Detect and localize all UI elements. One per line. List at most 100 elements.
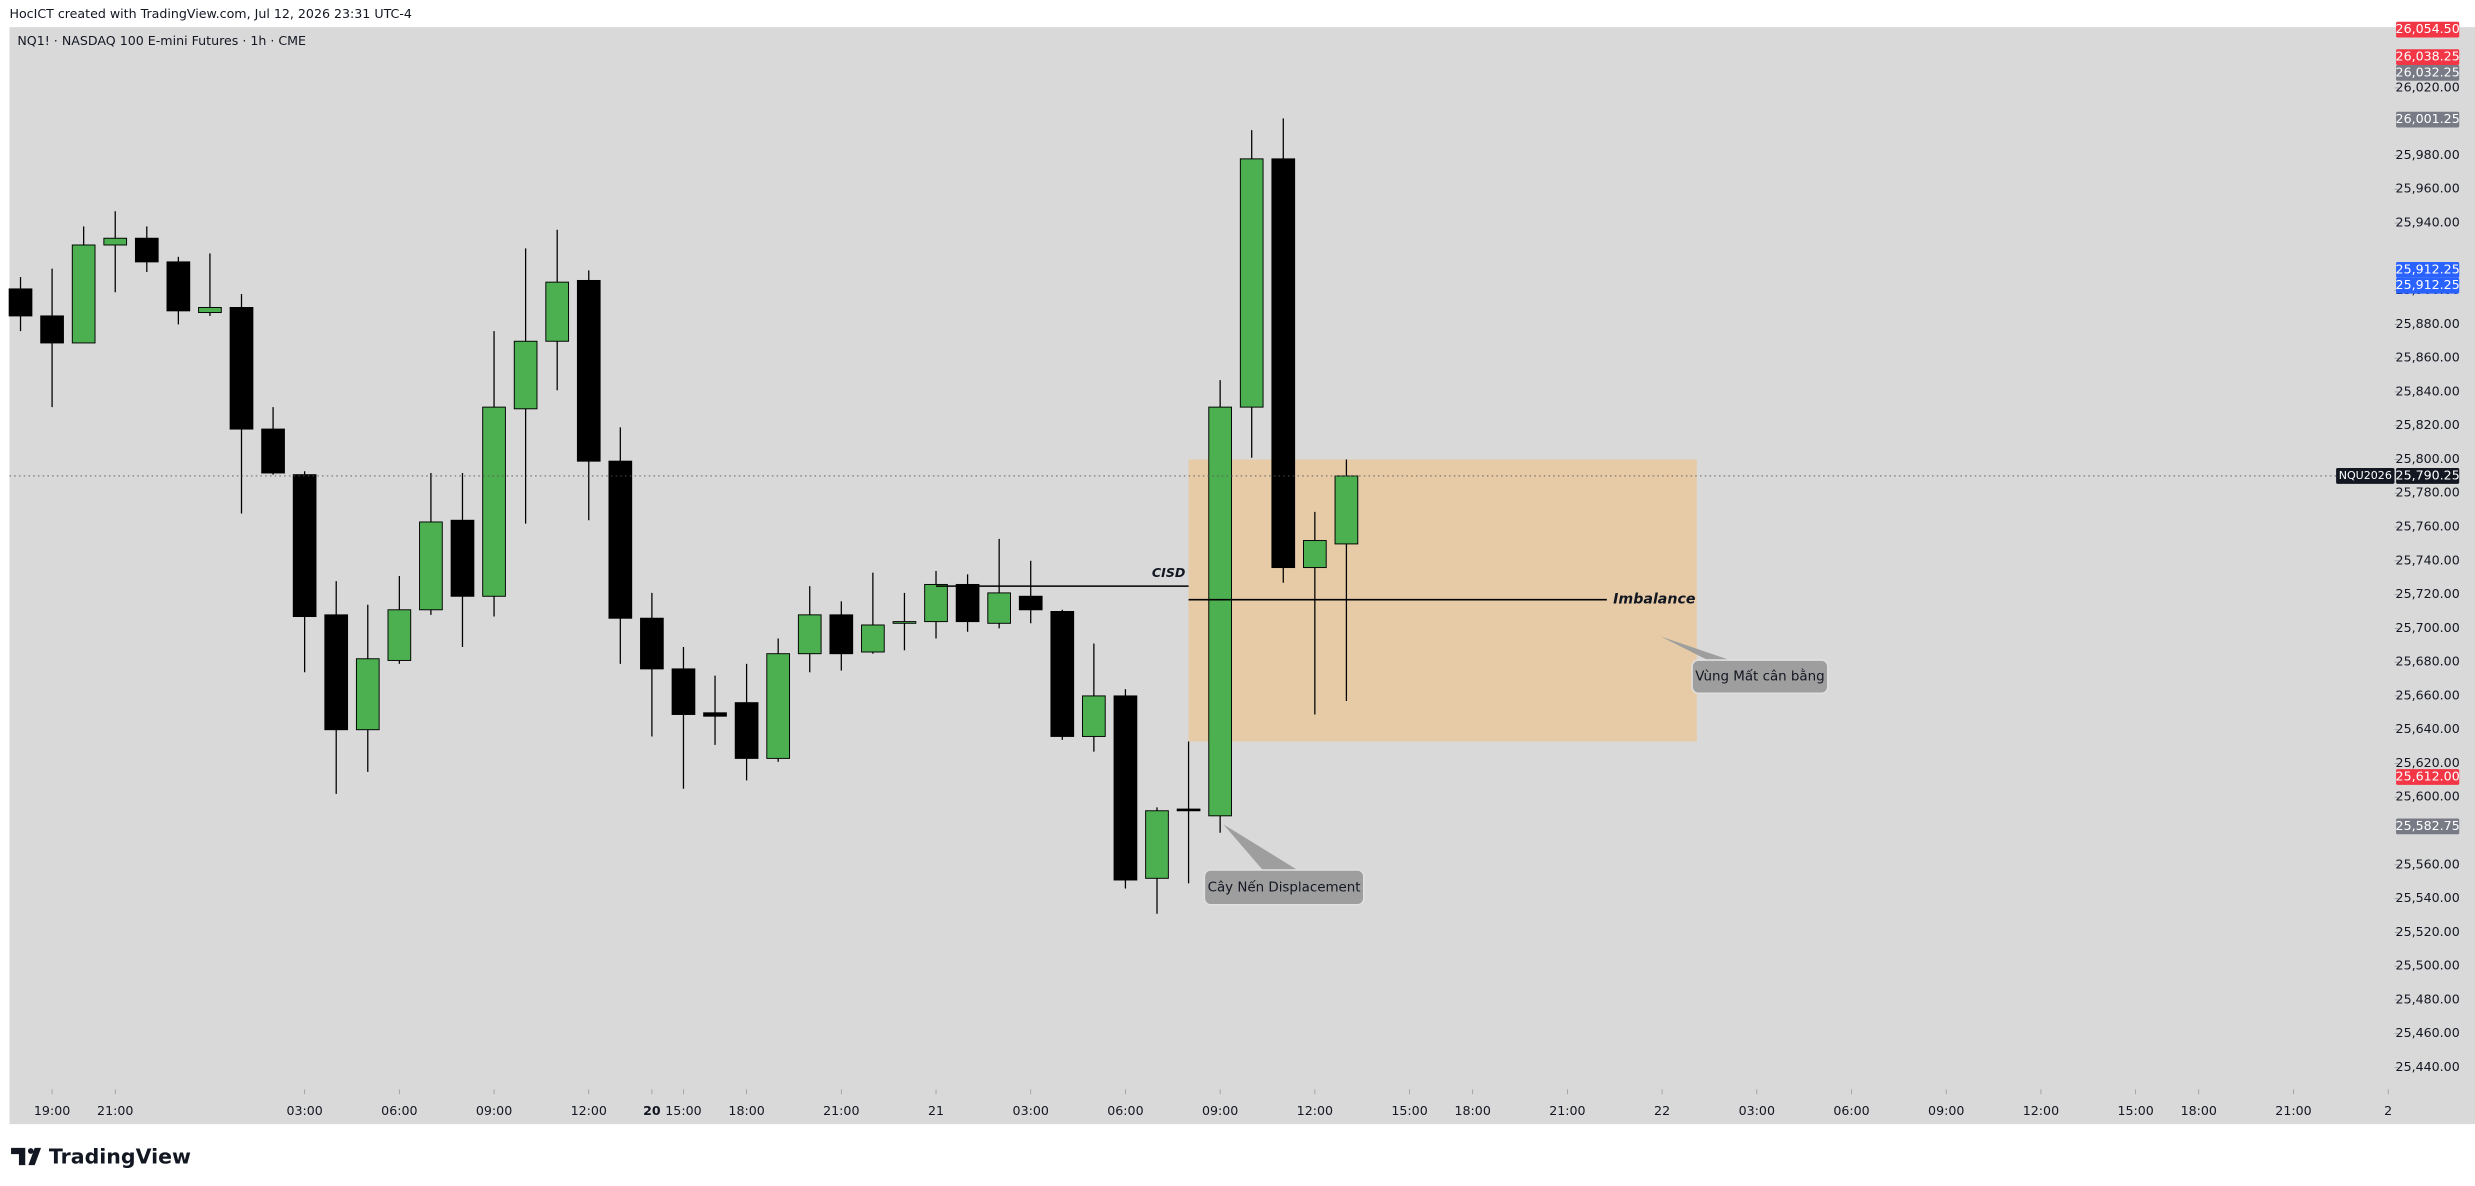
price-label: 26,032.25	[2396, 64, 2460, 79]
candle-body	[608, 460, 633, 619]
candle-body	[40, 315, 64, 344]
y-tick-label: 25,660.00	[2396, 687, 2460, 702]
callout-pointer	[1223, 824, 1298, 871]
y-tick-label: 25,980.00	[2396, 147, 2460, 162]
y-tick-label: 25,440.00	[2396, 1059, 2460, 1074]
price-label: 25,582.75	[2396, 818, 2460, 833]
candle-body	[703, 712, 727, 717]
candle-body	[892, 621, 917, 624]
x-tick-label: 09:00	[1202, 1103, 1238, 1118]
candle-body	[324, 614, 349, 731]
candle-body	[513, 340, 538, 410]
candle-body	[829, 614, 854, 655]
x-tick-label: 03:00	[286, 1103, 322, 1118]
x-tick-label: 15:00	[665, 1103, 701, 1118]
callout-text: Cây Nến Displacement	[1208, 878, 1361, 895]
callout-box	[1691, 659, 1829, 695]
candle-body	[8, 288, 33, 317]
y-tick-label: 25,960.00	[2396, 181, 2460, 196]
x-tick-label: 09:00	[1928, 1103, 1964, 1118]
y-tick-label: 25,780.00	[2396, 485, 2460, 500]
candle-body	[987, 592, 1011, 624]
candle-body	[1145, 810, 1169, 879]
x-tick-label: 20	[643, 1103, 661, 1118]
y-tick-label: 25,860.00	[2396, 350, 2460, 365]
candle-body	[292, 474, 317, 618]
logo-dot	[27, 1148, 34, 1154]
y-tick-label: 25,760.00	[2396, 519, 2460, 534]
price-label-bg	[2396, 262, 2460, 278]
x-tick-label: 19:00	[34, 1103, 70, 1118]
candle-body	[482, 406, 506, 597]
candle-body	[1082, 695, 1106, 737]
y-tick-label: 25,800.00	[2396, 451, 2460, 466]
price-label-bg	[2396, 111, 2460, 128]
y-tick-label: 25,640.00	[2396, 721, 2460, 736]
candle-body	[1176, 808, 1201, 812]
logo-mark	[11, 1147, 42, 1166]
candle-body	[355, 658, 380, 731]
y-tick-label: 25,540.00	[2396, 890, 2460, 905]
callout-text: Vùng Mất cân bằng	[1695, 668, 1824, 685]
candle-body	[103, 237, 128, 246]
y-tick-label: 25,720.00	[2396, 586, 2460, 601]
price-label: 25,912.25	[2396, 261, 2460, 276]
x-tick-label: 06:00	[381, 1103, 417, 1118]
y-tick-label: 25,620.00	[2396, 755, 2460, 770]
x-tick-label: 03:00	[1013, 1103, 1049, 1118]
candle-body	[766, 653, 791, 759]
credit: HocICT created with TradingView.com, Jul…	[9, 6, 411, 21]
x-tick-label: 12:00	[2023, 1103, 2059, 1118]
logo-text: TradingView	[49, 1144, 191, 1168]
x-tick-label: 18:00	[728, 1103, 764, 1118]
symbol-tag: NQU2026	[2339, 469, 2392, 482]
candle-body	[261, 428, 285, 474]
candle-body	[419, 521, 443, 611]
candle-body	[1050, 610, 1075, 737]
candle-body	[1239, 158, 1264, 408]
tradingview-logo	[11, 1147, 42, 1166]
candle-body	[955, 583, 980, 623]
y-tick-label: 25,880.00	[2396, 316, 2460, 331]
price-label-bg	[2396, 64, 2460, 81]
y-tick-label: 25,740.00	[2396, 552, 2460, 567]
x-tick-label: 15:00	[1391, 1103, 1427, 1118]
candle-body	[797, 614, 822, 655]
x-tick-label: 09:00	[476, 1103, 512, 1118]
y-tick-label: 25,500.00	[2396, 958, 2460, 973]
price-label-bg	[2396, 818, 2460, 835]
x-tick-label: 21:00	[1549, 1103, 1585, 1118]
price-label-bg	[2396, 769, 2460, 785]
y-tick-label: 25,480.00	[2396, 991, 2460, 1006]
candle-body	[734, 702, 759, 759]
candle-body	[1113, 695, 1138, 881]
candle-body	[861, 624, 885, 653]
price-label: 25,912.25	[2396, 277, 2460, 292]
candle-body	[545, 281, 570, 342]
price-label: 25,612.00	[2396, 768, 2460, 783]
annotation-text: CISD	[1152, 565, 1186, 580]
candle-body	[1208, 406, 1232, 817]
y-tick-label: 25,820.00	[2396, 417, 2460, 432]
candle-body	[166, 261, 191, 312]
annotation-text: Imbalance	[1613, 592, 1696, 608]
callout-box	[1203, 869, 1365, 906]
candle-body	[1303, 540, 1327, 569]
price-label: 25,790.25	[2396, 467, 2460, 482]
candle-body	[71, 244, 96, 344]
symbol-tag-bg	[2336, 468, 2395, 484]
candle-body	[229, 307, 254, 430]
x-tick-label: 12:00	[571, 1103, 607, 1118]
x-tick-label: 03:00	[1739, 1103, 1775, 1118]
y-tick-label: 25,840.00	[2396, 383, 2460, 398]
candle-body	[450, 519, 475, 597]
candle-body	[1334, 475, 1359, 545]
price-label: 26,038.25	[2396, 49, 2460, 64]
x-tick-label: 2	[2384, 1103, 2392, 1118]
symbol-title: NQ1! · NASDAQ 100 E-mini Futures · 1h · …	[17, 33, 306, 48]
y-tick-label: 25,560.00	[2396, 856, 2460, 871]
x-tick-label: 21:00	[2275, 1103, 2311, 1118]
y-tick-label: 25,520.00	[2396, 924, 2460, 939]
